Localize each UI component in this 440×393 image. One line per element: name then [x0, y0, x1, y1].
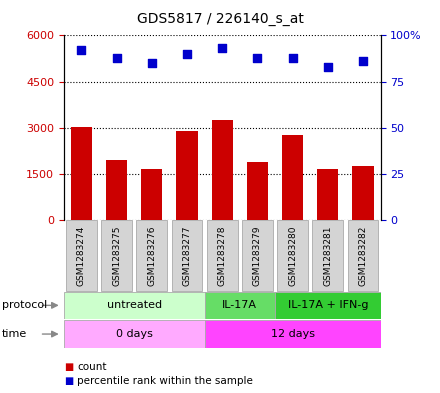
Text: IL-17A: IL-17A	[222, 300, 257, 310]
Text: GSM1283280: GSM1283280	[288, 225, 297, 286]
Point	[324, 64, 331, 70]
Text: GSM1283279: GSM1283279	[253, 225, 262, 286]
Bar	[66, 220, 97, 291]
Bar	[242, 220, 273, 291]
Point	[289, 54, 296, 61]
Bar	[64, 320, 205, 348]
Text: GDS5817 / 226140_s_at: GDS5817 / 226140_s_at	[136, 12, 304, 26]
Bar	[64, 292, 205, 319]
Text: GSM1283278: GSM1283278	[218, 225, 227, 286]
Text: protocol: protocol	[2, 300, 48, 310]
Point	[254, 54, 261, 61]
Bar	[172, 220, 202, 291]
Bar	[212, 120, 233, 220]
Point	[113, 54, 120, 61]
Text: GSM1283276: GSM1283276	[147, 225, 156, 286]
Bar	[207, 220, 238, 291]
Bar	[277, 220, 308, 291]
Bar	[275, 292, 381, 319]
Bar	[101, 220, 132, 291]
Text: percentile rank within the sample: percentile rank within the sample	[77, 376, 253, 386]
Bar	[136, 220, 167, 291]
Text: IL-17A + IFN-g: IL-17A + IFN-g	[288, 300, 368, 310]
Bar	[348, 220, 378, 291]
Bar	[205, 320, 381, 348]
Bar	[205, 292, 275, 319]
Text: ■: ■	[64, 376, 73, 386]
Text: GSM1283274: GSM1283274	[77, 225, 86, 286]
Bar	[141, 169, 162, 220]
Text: GSM1283281: GSM1283281	[323, 225, 332, 286]
Point	[219, 45, 226, 51]
Point	[148, 60, 155, 66]
Bar	[176, 131, 198, 220]
Text: 0 days: 0 days	[116, 329, 153, 339]
Text: untreated: untreated	[106, 300, 162, 310]
Text: 12 days: 12 days	[271, 329, 315, 339]
Text: ■: ■	[64, 362, 73, 373]
Bar	[352, 166, 374, 220]
Bar	[282, 136, 303, 220]
Bar	[247, 162, 268, 220]
Text: time: time	[2, 329, 27, 339]
Bar	[106, 160, 127, 220]
Text: GSM1283275: GSM1283275	[112, 225, 121, 286]
Text: count: count	[77, 362, 106, 373]
Point	[78, 47, 85, 53]
Text: GSM1283282: GSM1283282	[359, 225, 367, 286]
Text: GSM1283277: GSM1283277	[183, 225, 191, 286]
Bar	[317, 169, 338, 220]
Point	[359, 58, 367, 64]
Point	[183, 51, 191, 57]
Bar	[312, 220, 343, 291]
Bar	[71, 127, 92, 220]
